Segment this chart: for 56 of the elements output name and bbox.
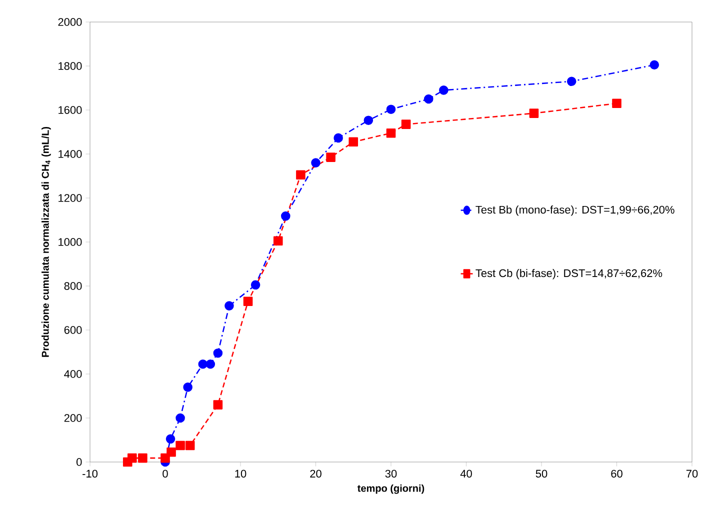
x-tick-label: 20 — [310, 470, 322, 478]
y-tick-label: 400 — [64, 370, 82, 378]
point — [176, 413, 185, 423]
point — [250, 280, 260, 290]
point — [127, 453, 137, 463]
y-tick-label: 200 — [64, 414, 82, 422]
x-tick-label: 50 — [536, 470, 548, 478]
point — [650, 60, 660, 70]
x-tick-label: 30 — [385, 470, 397, 478]
y-tick-label: 1400 — [58, 150, 82, 158]
x-tick-label: 0 — [162, 470, 168, 478]
legend-label: Test Bb (mono-fase): DST=1,99÷66,20% — [476, 206, 674, 216]
point — [348, 137, 358, 147]
x-tick-label: -10 — [82, 470, 98, 478]
point — [612, 98, 622, 108]
y-tick-label: 800 — [64, 282, 82, 290]
point — [273, 236, 283, 246]
point — [224, 301, 234, 310]
point — [296, 170, 306, 180]
y-tick-label: 2000 — [58, 18, 82, 26]
point — [401, 120, 411, 129]
y-tick-label: 1600 — [58, 106, 82, 114]
x-tick-label: 40 — [460, 470, 472, 478]
point — [166, 447, 176, 457]
y-tick-label: 0 — [76, 458, 82, 466]
y-axis-title: Produzione cumulata normalizzata di CH$_{4}$ (mL/L) — [42, 126, 51, 357]
point — [364, 116, 374, 125]
x-tick-label: 70 — [686, 470, 698, 478]
point — [166, 434, 176, 444]
point — [198, 359, 208, 369]
point — [213, 400, 223, 410]
y-tick-label: 1200 — [58, 194, 82, 202]
legend-label: Test Cb (bi-fase): DST=14,87÷62,62% — [476, 269, 662, 280]
point — [529, 108, 539, 118]
point — [424, 94, 434, 104]
x-tick-label: 10 — [235, 470, 246, 478]
x-tick-label: 60 — [611, 470, 622, 478]
point — [185, 440, 195, 450]
point — [206, 359, 216, 369]
point — [176, 440, 185, 450]
y-tick-label: 1800 — [58, 62, 82, 70]
point — [386, 128, 396, 138]
point — [334, 133, 343, 143]
point — [326, 152, 336, 162]
x-axis-title: tempo (giorni) — [358, 484, 424, 494]
point — [281, 211, 290, 221]
point — [138, 453, 148, 463]
point — [311, 158, 320, 168]
y-tick-label: 600 — [64, 326, 82, 334]
point — [243, 296, 253, 306]
point — [183, 382, 192, 392]
point — [386, 104, 396, 114]
point — [566, 76, 576, 86]
y-tick-label: 1000 — [58, 238, 82, 246]
point — [439, 86, 448, 95]
point — [213, 348, 223, 358]
